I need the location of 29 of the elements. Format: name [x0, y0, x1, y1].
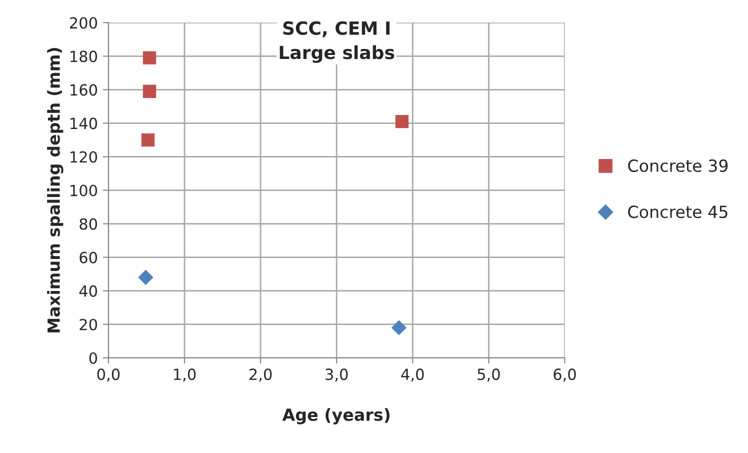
point: [138, 270, 154, 286]
y-tick-label: 200: [70, 17, 98, 29]
y-tick-label: 100: [70, 184, 98, 196]
point: [141, 133, 155, 147]
legend-label: Concrete 39: [628, 159, 728, 172]
y-tick-label: 160: [70, 84, 98, 96]
text: SCC, CEM I Large slabs: [280, 21, 394, 63]
y-tick-label: 40: [79, 285, 98, 297]
x-tick-label: 1,0: [174, 368, 196, 382]
x-tick-label: 3,0: [326, 368, 348, 382]
y-tick-label: 180: [70, 50, 98, 62]
y-axis-title: Maximum spalling depth (mm): [47, 48, 64, 332]
y-tick-label: 80: [80, 218, 98, 230]
x-tick-label: 5,0: [478, 368, 500, 382]
x-tick-label: 2,0: [250, 368, 272, 382]
legend-label: Concrete 45: [628, 206, 728, 218]
y-tick-label: 140: [70, 118, 98, 130]
x-tick-label: 4,0: [401, 368, 424, 382]
y-tick-label: 20: [80, 318, 98, 330]
y-tick-label: 60: [80, 252, 98, 264]
y-tick-label: 120: [70, 151, 98, 163]
x-tick-label: 6,0: [554, 368, 576, 382]
point: [142, 51, 156, 64]
x-tick-label: 0,0: [97, 368, 120, 382]
x-axis-title: Age (years): [282, 408, 390, 424]
y-tick-label: 0: [89, 352, 98, 364]
point: [142, 84, 156, 98]
point: [391, 320, 407, 336]
point: [395, 114, 409, 128]
